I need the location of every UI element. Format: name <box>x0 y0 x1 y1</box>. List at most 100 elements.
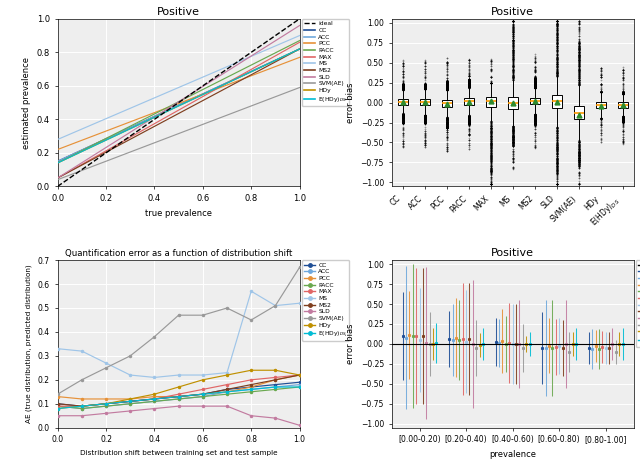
PCC <box>296 372 303 378</box>
MAX <box>248 377 255 383</box>
MAX <box>78 403 86 409</box>
CC <box>126 399 134 404</box>
Y-axis label: AE (true distribution, predicted distribution): AE (true distribution, predicted distrib… <box>26 265 32 423</box>
E(HDy)$_{DS}$ <box>78 403 86 409</box>
PACC <box>175 396 182 402</box>
SLD <box>175 403 182 409</box>
E(HDy)$_{DS}$ <box>126 399 134 404</box>
MAX <box>296 372 303 378</box>
CC <box>54 401 61 407</box>
ACC <box>150 399 158 404</box>
CC <box>199 392 207 397</box>
ACC <box>271 384 279 390</box>
MS2 <box>54 401 61 407</box>
X-axis label: prevalence: prevalence <box>489 450 536 459</box>
E(HDy)$_{DS}$ <box>223 389 231 395</box>
E(HDy)$_{DS}$ <box>271 384 279 390</box>
MS <box>296 300 303 306</box>
CC <box>248 384 255 390</box>
SVM(AE) <box>126 353 134 359</box>
E(HDy)$_{DS}$ <box>199 392 207 397</box>
SVM(AE) <box>199 313 207 318</box>
PCC <box>271 377 279 383</box>
Line: MAX: MAX <box>56 374 301 407</box>
Y-axis label: estimated prevalence: estimated prevalence <box>22 56 31 149</box>
HDy <box>78 403 86 409</box>
ACC <box>54 403 61 409</box>
MS <box>150 375 158 380</box>
MS <box>102 360 110 366</box>
SLD <box>150 406 158 411</box>
X-axis label: Distribution shift between training set and test sample: Distribution shift between training set … <box>80 450 277 456</box>
Line: SVM(AE): SVM(AE) <box>56 266 301 395</box>
SLD <box>126 408 134 414</box>
Legend: ideal, CC, ACC, PCC, PACC, MAX, MS, MS2, SLD, SVM(AE), HDy, E(HDy)$_{DS}$: ideal, CC, ACC, PCC, PACC, MAX, MS, MS2,… <box>302 19 349 106</box>
SLD <box>54 413 61 419</box>
HDy <box>248 368 255 373</box>
ACC <box>248 387 255 392</box>
E(HDy)$_{DS}$ <box>296 384 303 390</box>
PathPatch shape <box>420 99 429 105</box>
Y-axis label: error bias: error bias <box>346 82 355 123</box>
MS <box>78 348 86 354</box>
CC <box>150 396 158 402</box>
HDy <box>175 384 182 390</box>
PACC <box>78 406 86 411</box>
SVM(AE) <box>271 303 279 308</box>
MS <box>248 289 255 294</box>
MS2 <box>150 396 158 402</box>
MS <box>223 370 231 376</box>
Legend: Ideal, CC, ACC, PCC, PACC, MAX, MS, MS2, SLD, SVM(AE), HDy, E(HDy)$_{DS}$: Ideal, CC, ACC, PCC, PACC, MAX, MS, MS2,… <box>636 260 640 347</box>
HDy <box>199 377 207 383</box>
PACC <box>248 389 255 395</box>
SVM(AE) <box>102 365 110 371</box>
Line: CC: CC <box>56 381 301 407</box>
Line: PCC: PCC <box>56 374 301 400</box>
HDy <box>271 368 279 373</box>
E(HDy)$_{DS}$ <box>54 406 61 411</box>
E(HDy)$_{DS}$ <box>248 387 255 392</box>
MAX <box>102 401 110 407</box>
MS2 <box>248 382 255 387</box>
PathPatch shape <box>573 106 584 119</box>
PACC <box>150 399 158 404</box>
SVM(AE) <box>248 317 255 323</box>
SLD <box>223 403 231 409</box>
MS2 <box>271 377 279 383</box>
ACC <box>78 406 86 411</box>
MAX <box>199 387 207 392</box>
CC <box>223 387 231 392</box>
PACC <box>223 392 231 397</box>
ACC <box>126 401 134 407</box>
MAX <box>150 396 158 402</box>
PathPatch shape <box>552 95 561 108</box>
PCC <box>54 394 61 399</box>
SLD <box>296 423 303 428</box>
PathPatch shape <box>397 99 408 104</box>
HDy <box>223 372 231 378</box>
E(HDy)$_{DS}$ <box>102 401 110 407</box>
PCC <box>223 389 231 395</box>
HDy <box>296 372 303 378</box>
HDy <box>150 392 158 397</box>
PACC <box>271 387 279 392</box>
PCC <box>102 396 110 402</box>
CC <box>271 382 279 387</box>
MS2 <box>175 394 182 399</box>
SVM(AE) <box>223 305 231 311</box>
MAX <box>126 399 134 404</box>
Line: MS2: MS2 <box>56 374 301 407</box>
PCC <box>175 394 182 399</box>
MS2 <box>223 387 231 392</box>
MS2 <box>199 392 207 397</box>
SVM(AE) <box>78 377 86 383</box>
PACC <box>126 401 134 407</box>
PCC <box>150 394 158 399</box>
MS <box>126 372 134 378</box>
Line: PACC: PACC <box>56 386 301 409</box>
PathPatch shape <box>508 97 518 109</box>
Legend: CC, ACC, PCC, PACC, MAX, MS, MS2, SLD, SVM(AE), HDy, E(HDy)$_{DS}$: CC, ACC, PCC, PACC, MAX, MS, MS2, SLD, S… <box>302 260 349 341</box>
PCC <box>126 396 134 402</box>
MS <box>199 372 207 378</box>
X-axis label: true prevalence: true prevalence <box>145 209 212 218</box>
